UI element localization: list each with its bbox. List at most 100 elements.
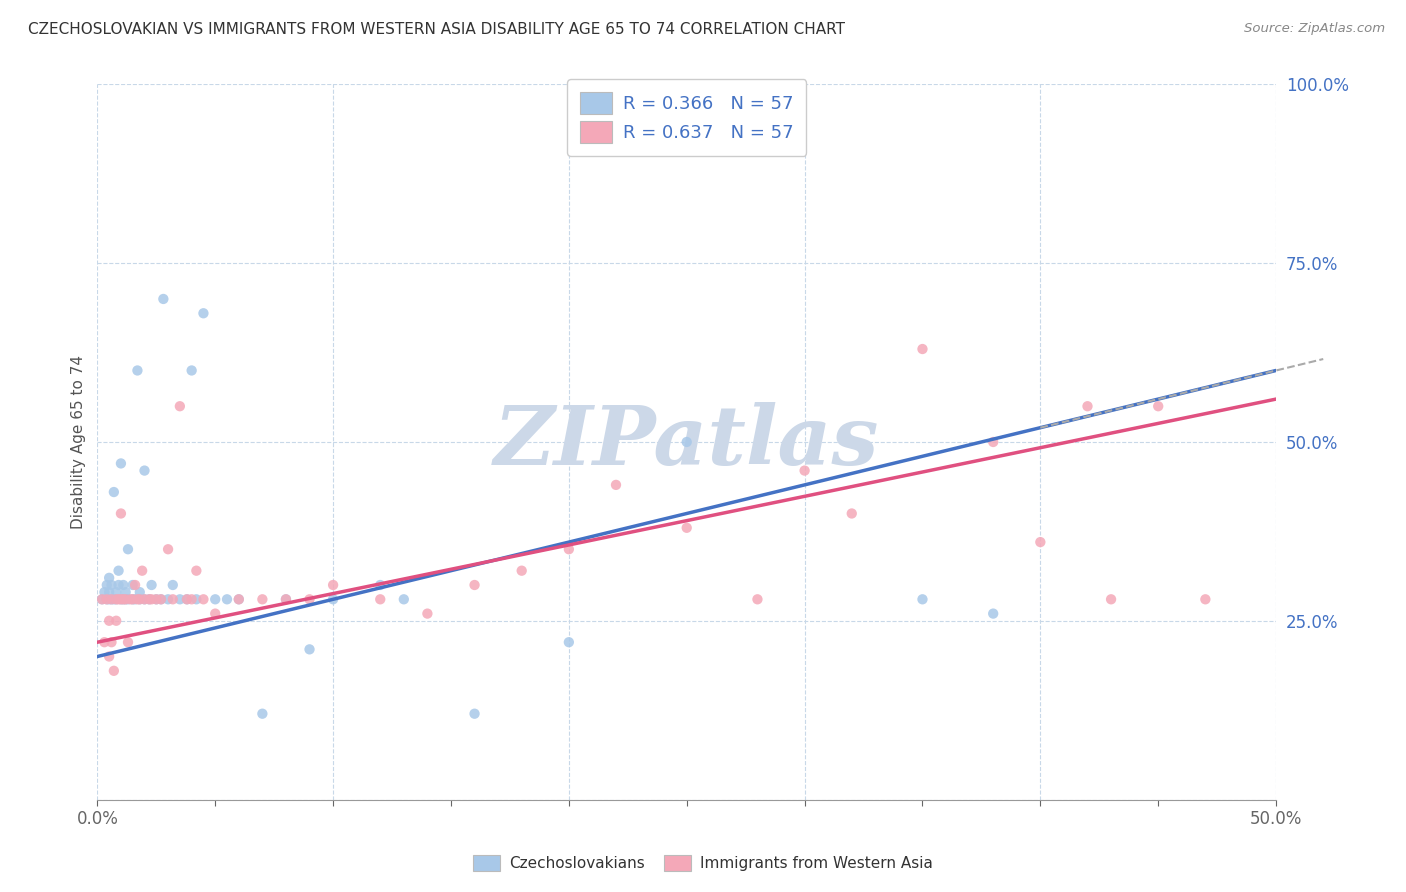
Point (114, 592, 136, 607)
Point (107, 592, 129, 607)
Point (150, 592, 173, 607)
Point (141, 578, 163, 592)
Point (114, 592, 136, 607)
Text: Source: ZipAtlas.com: Source: ZipAtlas.com (1244, 22, 1385, 36)
Point (322, 578, 344, 592)
Point (117, 542, 139, 557)
Legend: Czechoslovakians, Immigrants from Western Asia: Czechoslovakians, Immigrants from Wester… (467, 849, 939, 877)
Point (298, 642, 321, 657)
Point (110, 507, 132, 521)
Point (105, 592, 128, 607)
Point (98, 614, 121, 628)
Point (558, 635, 581, 649)
Point (127, 363, 149, 377)
Point (215, 592, 238, 607)
Point (124, 592, 146, 607)
Point (91, 592, 114, 607)
Point (150, 592, 173, 607)
Point (141, 592, 163, 607)
Point (322, 592, 344, 607)
Point (298, 592, 321, 607)
Point (100, 592, 122, 607)
Point (128, 585, 150, 599)
Y-axis label: Disability Age 65 to 74: Disability Age 65 to 74 (72, 355, 86, 529)
Point (1029, 535, 1052, 549)
Point (93, 585, 115, 599)
Text: ZIPatlas: ZIPatlas (494, 402, 880, 482)
Point (180, 592, 202, 607)
Point (176, 592, 198, 607)
Point (274, 592, 297, 607)
Point (96, 578, 118, 592)
Point (228, 592, 250, 607)
Point (103, 664, 125, 678)
Point (252, 592, 274, 607)
Point (110, 592, 132, 607)
Point (157, 592, 180, 607)
Point (112, 592, 135, 607)
Point (128, 592, 150, 607)
Point (911, 592, 934, 607)
Point (157, 542, 180, 557)
Point (169, 592, 191, 607)
Point (841, 507, 863, 521)
Point (145, 592, 167, 607)
Point (93, 635, 115, 649)
Point (131, 564, 153, 578)
Point (162, 578, 184, 592)
Point (911, 342, 934, 356)
Point (169, 399, 191, 413)
Point (103, 485, 125, 500)
Point (152, 292, 174, 306)
Point (162, 592, 184, 607)
Point (114, 585, 136, 599)
Point (91, 592, 114, 607)
Point (204, 607, 226, 621)
Point (145, 592, 167, 607)
Point (368, 592, 391, 607)
Point (274, 592, 297, 607)
Point (675, 521, 697, 535)
Point (112, 578, 135, 592)
Point (204, 592, 226, 607)
Point (186, 592, 208, 607)
Point (981, 607, 1004, 621)
Point (117, 592, 139, 607)
Text: CZECHOSLOVAKIAN VS IMMIGRANTS FROM WESTERN ASIA DISABILITY AGE 65 TO 74 CORRELAT: CZECHOSLOVAKIAN VS IMMIGRANTS FROM WESTE… (28, 22, 845, 37)
Point (981, 434, 1004, 449)
Point (100, 578, 122, 592)
Point (180, 363, 202, 377)
Point (128, 592, 150, 607)
Point (98, 585, 121, 599)
Point (98, 649, 121, 664)
Point (138, 592, 160, 607)
Point (1194, 592, 1216, 607)
Point (138, 592, 160, 607)
Point (1147, 399, 1170, 413)
Point (98, 571, 121, 585)
Point (121, 578, 143, 592)
Point (107, 564, 129, 578)
Point (110, 592, 132, 607)
Point (186, 564, 208, 578)
Point (134, 592, 156, 607)
Point (100, 592, 122, 607)
Point (121, 592, 143, 607)
Point (368, 578, 391, 592)
Point (127, 592, 149, 607)
Point (176, 592, 198, 607)
Point (228, 592, 250, 607)
Point (392, 592, 415, 607)
Point (193, 306, 215, 320)
Point (747, 592, 769, 607)
Point (100, 635, 122, 649)
Point (193, 592, 215, 607)
Point (252, 706, 274, 721)
Point (134, 592, 156, 607)
Legend: R = 0.366   N = 57, R = 0.637   N = 57: R = 0.366 N = 57, R = 0.637 N = 57 (567, 79, 807, 156)
Point (96, 592, 118, 607)
Point (107, 578, 129, 592)
Point (105, 592, 128, 607)
Point (103, 592, 125, 607)
Point (112, 592, 135, 607)
